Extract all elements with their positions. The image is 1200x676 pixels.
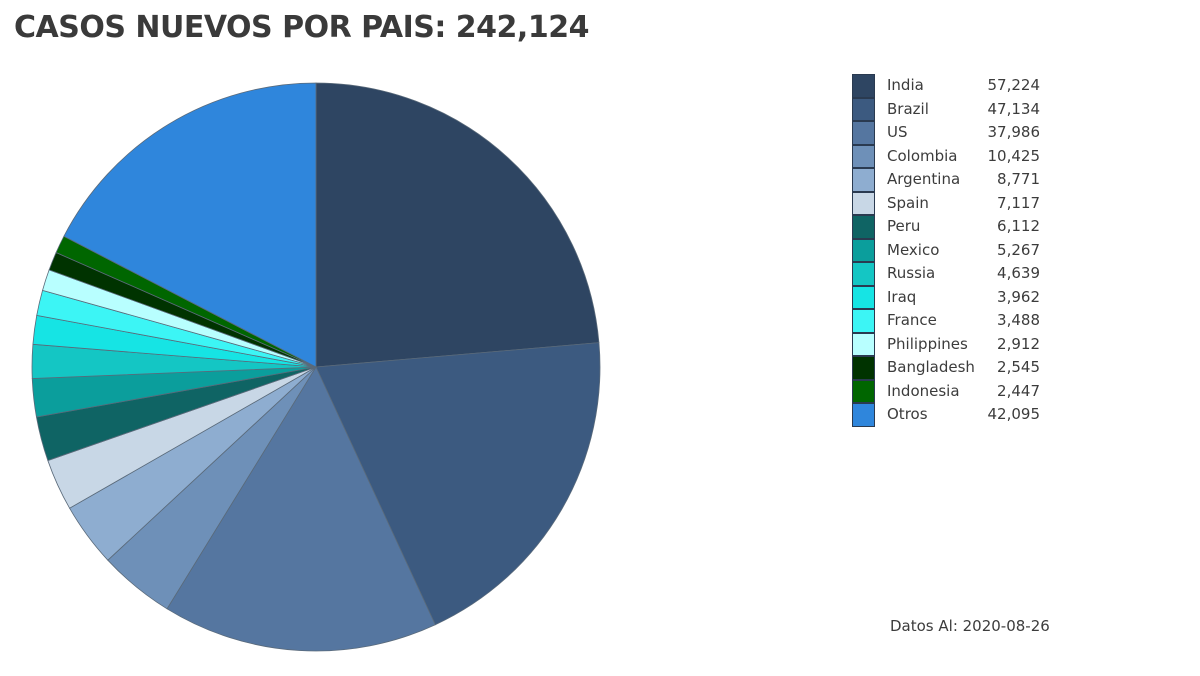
legend-swatch	[852, 97, 875, 121]
legend-item: Iraq 3,962	[852, 285, 1052, 309]
legend-value: 10,425	[987, 146, 1041, 165]
legend-label: Philippines	[887, 334, 968, 353]
pie-chart	[31, 82, 601, 652]
legend-value: 42,095	[987, 405, 1041, 423]
legend-item: Colombia 10,425	[852, 144, 1052, 168]
legend-item: Otros 42,095	[852, 403, 1052, 427]
legend: India 57,224 Brazil 47,134 US 37,986 Colombia 1…	[852, 74, 1052, 427]
pie-slice	[63, 82, 317, 368]
pie-slice	[166, 366, 436, 652]
legend-label: France	[887, 311, 937, 329]
legend-label: Colombia	[887, 146, 958, 165]
legend-value: 2,447	[997, 381, 1040, 400]
legend-item: India 57,224	[852, 74, 1052, 98]
legend-item: Bangladesh 2,545	[852, 356, 1052, 380]
legend-item: Spain 7,117	[852, 191, 1052, 215]
legend-item: France 3,488	[852, 309, 1052, 333]
legend-value: 8,771	[997, 170, 1040, 188]
legend-value: 37,986	[987, 123, 1041, 141]
chart-title: CASOS NUEVOS POR PAIS: 242,124	[14, 10, 589, 45]
data-date-label: Datos Al: 2020-08-26	[890, 617, 1050, 635]
pie-slice	[315, 342, 601, 626]
legend-swatch	[852, 309, 875, 333]
legend-label: Peru	[887, 217, 921, 235]
legend-value: 2,912	[997, 334, 1040, 353]
legend-value: 4,639	[997, 264, 1040, 282]
legend-swatch	[852, 403, 875, 427]
legend-label: Argentina	[887, 170, 961, 188]
legend-item: Indonesia 2,447	[852, 379, 1052, 403]
legend-value: 5,267	[997, 240, 1040, 259]
legend-label: Mexico	[887, 240, 940, 259]
pie-slice	[315, 82, 600, 368]
legend-item: Mexico 5,267	[852, 238, 1052, 262]
legend-item: Philippines 2,912	[852, 332, 1052, 356]
legend-label: Indonesia	[887, 381, 960, 400]
legend-swatch	[852, 191, 875, 215]
legend-item: Peru 6,112	[852, 215, 1052, 239]
legend-swatch	[852, 74, 875, 98]
legend-value: 7,117	[997, 193, 1040, 212]
legend-swatch	[852, 144, 875, 168]
legend-label: Brazil	[887, 99, 929, 118]
legend-swatch	[852, 356, 875, 380]
legend-label: Bangladesh	[887, 358, 975, 376]
legend-value: 2,545	[997, 358, 1040, 376]
legend-value: 57,224	[987, 76, 1041, 94]
legend-swatch	[852, 379, 875, 403]
legend-swatch	[852, 168, 875, 192]
legend-value: 3,488	[997, 311, 1040, 329]
legend-value: 6,112	[997, 217, 1040, 235]
legend-item: Russia 4,639	[852, 262, 1052, 286]
legend-label: US	[887, 123, 908, 141]
legend-value: 3,962	[997, 287, 1040, 306]
legend-label: Otros	[887, 405, 928, 423]
legend-item: US 37,986	[852, 121, 1052, 145]
legend-swatch	[852, 121, 875, 145]
legend-swatch	[852, 262, 875, 286]
legend-swatch	[852, 215, 875, 239]
legend-value: 47,134	[987, 99, 1041, 118]
legend-label: Spain	[887, 193, 929, 212]
legend-item: Brazil 47,134	[852, 97, 1052, 121]
legend-label: India	[887, 76, 924, 94]
legend-label: Iraq	[887, 287, 917, 306]
legend-swatch	[852, 332, 875, 356]
legend-swatch	[852, 285, 875, 309]
legend-label: Russia	[887, 264, 936, 282]
legend-item: Argentina 8,771	[852, 168, 1052, 192]
legend-swatch	[852, 238, 875, 262]
